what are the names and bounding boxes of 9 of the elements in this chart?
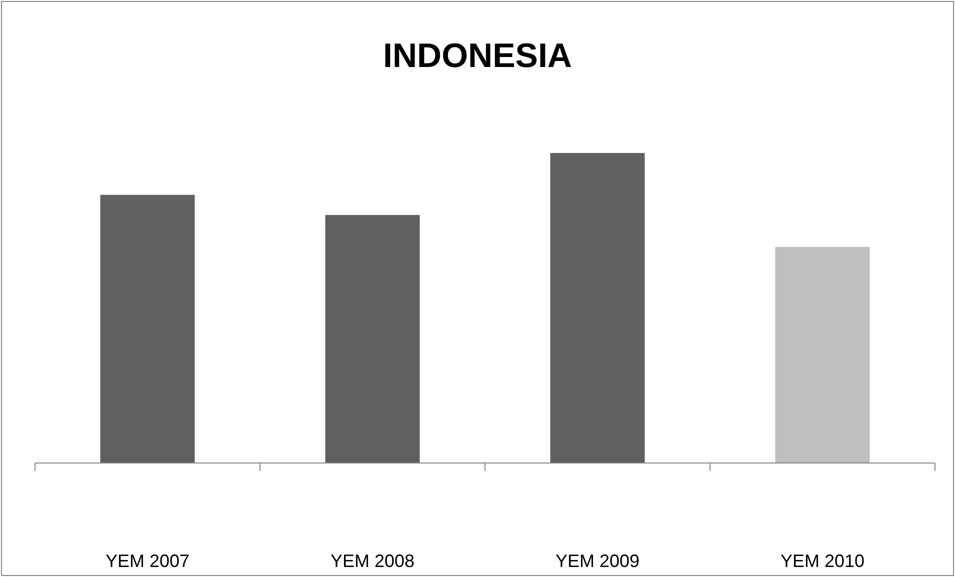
x-tick-label: YEM 2010 <box>780 551 865 571</box>
bar <box>325 215 420 463</box>
chart-title: INDONESIA <box>383 37 572 75</box>
bar <box>550 153 645 463</box>
x-tick-label: YEM 2008 <box>330 551 415 571</box>
bar <box>100 194 195 463</box>
bar <box>775 246 870 463</box>
x-tick-label: YEM 2009 <box>555 551 640 571</box>
x-tick-label: YEM 2007 <box>105 551 190 571</box>
